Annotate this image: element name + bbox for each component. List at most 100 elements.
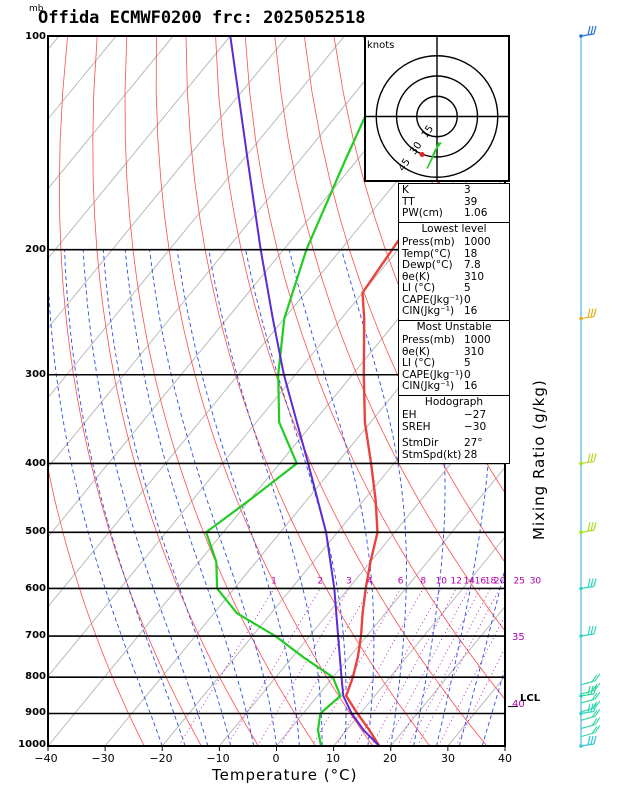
moist-adiabat	[149, 249, 277, 746]
wind-barb	[579, 308, 597, 321]
mixing-ratio-line	[279, 588, 371, 746]
mixing-ratio-label: 18	[485, 576, 497, 586]
dry-adiabat	[155, 36, 374, 746]
isotherm-line	[48, 36, 403, 469]
ll-cin-label: CIN(Jkg⁻¹)	[402, 305, 455, 317]
wind-barb	[580, 700, 601, 713]
moist-adiabat	[341, 249, 407, 746]
mixing-ratio-line	[227, 588, 321, 746]
mixing-ratio-line	[257, 588, 350, 746]
isotherm-line	[48, 36, 288, 329]
isotherm-line	[333, 536, 505, 746]
wind-barb	[579, 703, 597, 716]
parcel-path	[229, 36, 381, 746]
mixing-ratio-axis-title: Mixing Ratio (g/kg)	[530, 379, 548, 540]
mixing-ratio-label: 1	[271, 576, 277, 586]
ll-press-label: Press(mb)	[402, 236, 455, 248]
wind-barb	[580, 673, 601, 686]
isotherm-line	[104, 257, 505, 746]
wind-barb	[579, 522, 597, 535]
mixing-ratio-line	[312, 588, 401, 746]
mu-cin-label: CIN(Jkg⁻¹)	[402, 380, 455, 392]
ll-cin-value: 16	[464, 305, 478, 317]
mixing-ratio-label: 4	[367, 576, 373, 586]
mu-thetae-value: 310	[464, 345, 485, 358]
mixing-ratio-line	[336, 588, 424, 746]
moist-adiabat	[403, 249, 446, 746]
isotherm-line	[48, 187, 505, 746]
mixing-ratio-line	[438, 614, 505, 746]
isotherm-line	[390, 605, 505, 746]
mixing-ratio-label: 12	[450, 576, 461, 586]
mixing-ratio-label: 25	[513, 576, 524, 586]
pressure-tick-700: 700	[25, 630, 46, 641]
wind-barb	[579, 625, 597, 638]
mixing-ratio-line	[371, 588, 457, 746]
dry-adiabat	[185, 36, 431, 746]
moist-adiabat	[208, 249, 323, 746]
wind-barb	[580, 717, 601, 730]
mixing-ratio-line	[417, 588, 500, 746]
dewpoint-profile	[204, 36, 403, 746]
wind-barb	[579, 453, 597, 466]
mu-press-value: 1000	[464, 334, 491, 346]
temp-tick-10: 10	[326, 752, 340, 765]
dry-adiabat	[58, 36, 202, 746]
ll-thetae-label: θe(K)	[402, 270, 430, 283]
moist-adiabat	[245, 249, 347, 746]
isotherm-line	[48, 36, 345, 399]
k-value: 3	[464, 184, 471, 196]
isotherm-line	[48, 36, 174, 190]
lowest-level-title: Lowest level	[421, 222, 487, 235]
temp-tick-m10: −10	[206, 752, 230, 765]
most-unstable-title: Most Unstable	[416, 320, 492, 333]
isotherm-line	[218, 396, 505, 746]
tt-label: TT	[402, 195, 415, 208]
indices-panel: K 3 TT 39 PW(cm) 1.06 Lowest level Press(mb…	[398, 183, 510, 464]
tt-value: 39	[464, 195, 478, 208]
pressure-tick-1000: 1000	[18, 739, 46, 750]
moist-adiabat	[504, 744, 505, 746]
mu-press-label: Press(mb)	[402, 334, 455, 346]
theta-e-label-35: 35	[512, 632, 525, 643]
mixing-ratio-label: 30	[530, 576, 542, 586]
wind-barb	[579, 735, 597, 748]
mu-cape-value: 0	[464, 368, 471, 381]
moist-adiabat	[481, 667, 505, 746]
eh-label: EH	[402, 409, 417, 421]
isotherm-line	[48, 36, 231, 260]
moist-adiabat	[102, 249, 232, 746]
wind-barb	[580, 708, 601, 721]
wind-barb	[579, 25, 597, 38]
pw-label: PW(cm)	[402, 207, 443, 219]
hodograph-unit-label: knots	[367, 40, 395, 51]
lowest-level-table: Lowest level Press(mb) 1000 Temp(°C) 18 De…	[398, 221, 510, 321]
sreh-value: −30	[464, 420, 487, 433]
mixing-ratio-label: 10	[435, 576, 447, 586]
pressure-tick-300: 300	[25, 369, 46, 380]
mixing-ratio-label: 3	[346, 576, 352, 586]
dry-adiabat	[571, 36, 618, 746]
temp-tick-20: 20	[383, 752, 397, 765]
hodograph-ring	[395, 75, 479, 158]
x-axis-title: Temperature (°C)	[212, 766, 358, 784]
dry-adiabat	[512, 36, 618, 746]
ll-cape-value: 0	[464, 293, 471, 306]
moist-adiabat	[288, 249, 375, 746]
ll-li-label: LI (°C)	[402, 282, 436, 294]
dry-adiabat	[92, 36, 259, 746]
ll-thetae-value: 310	[464, 270, 485, 283]
mixing-ratio-line	[355, 588, 442, 746]
mixing-ratio-label: 14	[463, 576, 475, 586]
ll-press-value: 1000	[464, 236, 491, 248]
temp-tick-m30: −30	[91, 752, 115, 765]
dry-adiabat	[48, 466, 145, 746]
lcl-label: LCL	[520, 693, 541, 704]
temp-tick-m40: −40	[34, 752, 58, 765]
ll-li-value: 5	[464, 282, 471, 294]
isotherm-line	[48, 36, 460, 538]
mixing-ratio-label: 20	[494, 576, 506, 586]
pressure-tick-400: 400	[25, 458, 46, 469]
dry-adiabat	[541, 36, 618, 746]
mixing-ratio-label: 8	[420, 576, 426, 586]
